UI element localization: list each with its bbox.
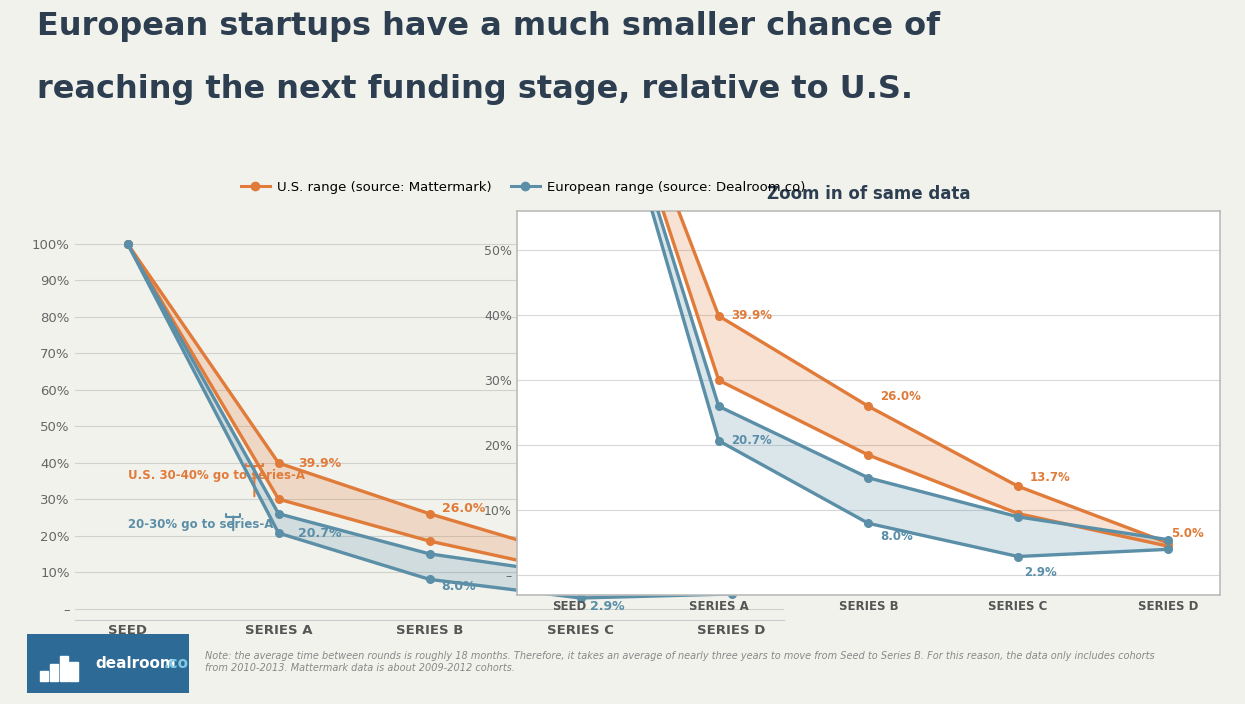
Text: 5.0%: 5.0% xyxy=(1170,527,1204,539)
Text: .co: .co xyxy=(163,656,188,671)
Text: U.S. 30-40% go to series-A: U.S. 30-40% go to series-A xyxy=(127,469,305,482)
Text: 2.9%: 2.9% xyxy=(590,601,624,613)
Bar xyxy=(70,662,77,681)
Text: 20-30% go to series-A: 20-30% go to series-A xyxy=(127,518,273,532)
Text: 2.9%: 2.9% xyxy=(1025,565,1057,579)
Text: 8.0%: 8.0% xyxy=(442,580,477,593)
Text: 39.9%: 39.9% xyxy=(731,309,772,322)
Text: 20.7%: 20.7% xyxy=(731,434,772,447)
Text: 5.0%: 5.0% xyxy=(735,579,769,591)
Legend: U.S. range (source: Mattermark), European range (source: Dealroom.co): U.S. range (source: Mattermark), Europea… xyxy=(235,175,810,199)
Text: European startups have a much smaller chance of: European startups have a much smaller ch… xyxy=(37,11,940,42)
Text: dealroom: dealroom xyxy=(96,656,176,671)
Text: reaching the next funding stage, relative to U.S.: reaching the next funding stage, relativ… xyxy=(37,74,914,105)
Text: 13.7%: 13.7% xyxy=(593,547,636,560)
Bar xyxy=(50,663,59,681)
Text: 8.0%: 8.0% xyxy=(880,530,913,543)
Text: 26.0%: 26.0% xyxy=(442,502,486,515)
Text: 13.7%: 13.7% xyxy=(1030,471,1071,484)
Text: 20.7%: 20.7% xyxy=(298,527,341,539)
Title: Zoom in of same data: Zoom in of same data xyxy=(767,184,970,203)
Bar xyxy=(60,656,68,681)
Text: 39.9%: 39.9% xyxy=(298,456,341,470)
Bar xyxy=(40,671,49,681)
Text: 26.0%: 26.0% xyxy=(880,390,921,403)
Text: Note: the average time between rounds is roughly 18 months. Therefore, it takes : Note: the average time between rounds is… xyxy=(205,651,1155,673)
